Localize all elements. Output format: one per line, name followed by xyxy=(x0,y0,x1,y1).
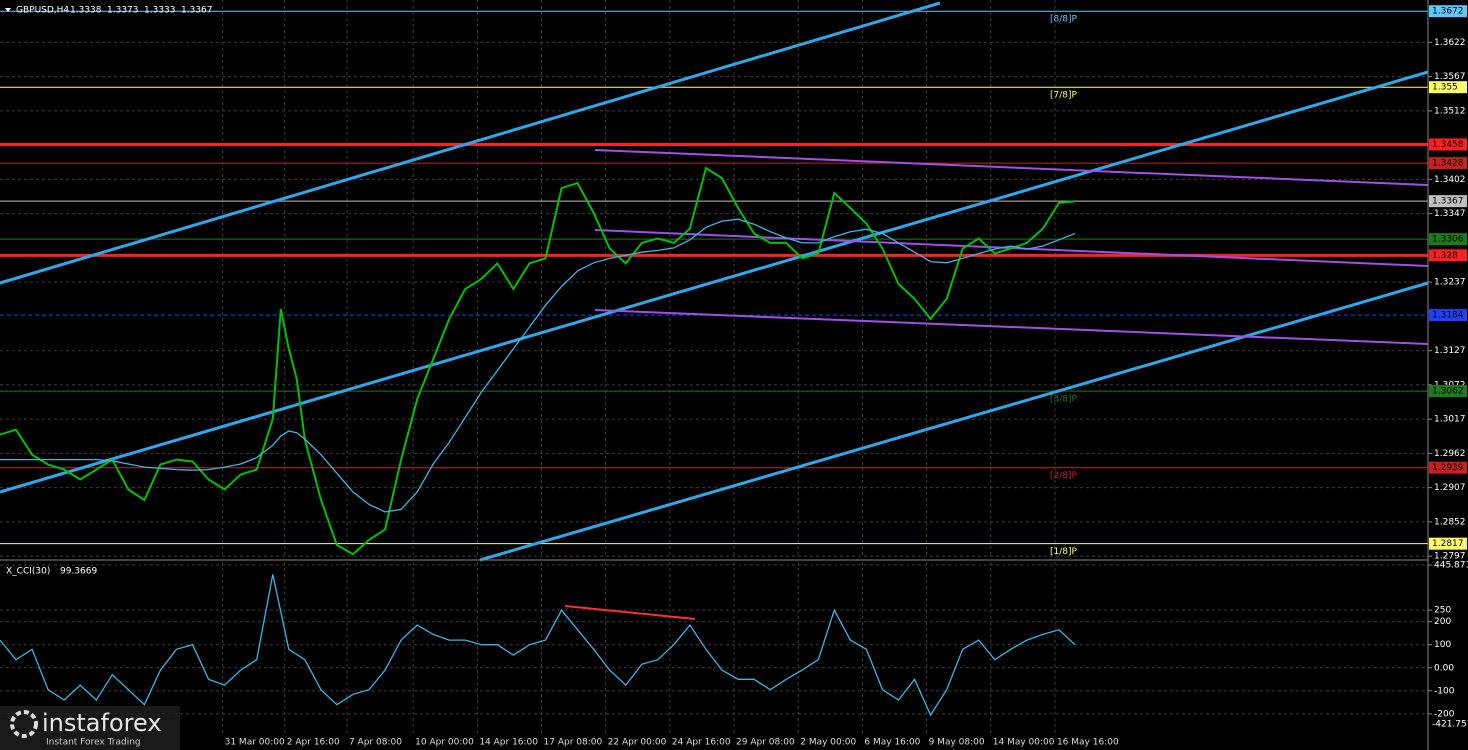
y-tick-label: 1.3402 xyxy=(1434,175,1466,185)
watermark-box xyxy=(0,706,180,750)
y-tick-label: 100 xyxy=(1434,640,1451,650)
level-price: 1.3062 xyxy=(1432,387,1464,397)
y-tick-label: 1.3512 xyxy=(1434,106,1466,116)
symbol: GBPUSD,H4 xyxy=(16,6,69,16)
indicator-scale-min: -421.757 xyxy=(1432,720,1468,730)
level-price: 1.3184 xyxy=(1432,311,1464,321)
x-tick-label: 29 Apr 08:00 xyxy=(736,738,795,748)
channel-line xyxy=(0,1,941,285)
level-price: 1.3306 xyxy=(1432,235,1464,245)
ohlc: 1.3373 xyxy=(107,6,139,16)
level-price-box xyxy=(1429,195,1467,208)
channel-line xyxy=(594,149,1429,186)
channel-line xyxy=(0,70,1429,494)
ohlc: 1.3367 xyxy=(181,6,213,16)
level-price-box xyxy=(1429,157,1467,170)
level-price: 1.2939 xyxy=(1432,463,1464,473)
y-tick-label: 1.3347 xyxy=(1434,209,1466,219)
level-price-box xyxy=(1429,138,1467,151)
x-tick-label: 14 Apr 16:00 xyxy=(479,738,538,748)
watermark: instaforex Instant Forex Trading xyxy=(0,706,180,750)
menu-arrow xyxy=(5,8,11,12)
y-tick-label: 1.2852 xyxy=(1434,517,1466,527)
level-price: 1.3428 xyxy=(1432,159,1464,169)
y-tick-label: 1.3567 xyxy=(1434,72,1466,82)
level-price-box xyxy=(1429,537,1467,550)
series-line xyxy=(0,574,1076,717)
indicator-title: X_CCI(30) xyxy=(6,567,50,577)
y-tick-label: -100 xyxy=(1434,686,1455,696)
level-price-box xyxy=(1429,5,1467,18)
x-tick-label: 14 May 00:00 xyxy=(993,738,1055,748)
y-tick-label: 1.3622 xyxy=(1434,38,1466,48)
level-price-box xyxy=(1429,385,1467,398)
level-price-box xyxy=(1429,249,1467,262)
y-tick-label: 1.2907 xyxy=(1434,483,1466,493)
indicator-value: 99.3669 xyxy=(60,567,97,577)
y-tick-label: 1.3237 xyxy=(1434,278,1466,288)
level-price: 1.3458 xyxy=(1432,140,1464,150)
watermark-logo xyxy=(10,710,38,738)
plot xyxy=(0,166,1076,717)
level-label: [8/8]P xyxy=(1050,15,1078,25)
x-tick-label: 17 Apr 08:00 xyxy=(544,738,603,748)
x-tick-label: 7 Apr 08:00 xyxy=(349,738,402,748)
level-label: [1/8]P xyxy=(1050,547,1078,557)
axis: 31 Mar 00:00 2 Apr 16:00 7 Apr 08:00 10 Apr… xyxy=(225,5,1468,748)
x-tick-label: 31 Mar 00:00 xyxy=(225,738,285,748)
level-label: [2/8]P xyxy=(1050,471,1078,481)
x-tick-label: 16 May 16:00 xyxy=(1057,738,1119,748)
y-tick-label: 1.3127 xyxy=(1434,346,1466,356)
trend-channel xyxy=(0,1,1429,562)
y-tick-label: 1.3017 xyxy=(1434,415,1466,425)
x-tick-label: 10 Apr 00:00 xyxy=(415,738,474,748)
y-tick-label: 1.2797 xyxy=(1434,552,1466,562)
x-tick-label: 9 May 08:00 xyxy=(929,738,985,748)
y-tick-label: 250 xyxy=(1434,606,1451,616)
x-tick-label: 2 Apr 16:00 xyxy=(287,738,340,748)
watermark-tagline: Instant Forex Trading xyxy=(46,738,141,748)
y-tick-label: 200 xyxy=(1434,617,1451,627)
x-tick-label: 22 Apr 00:00 xyxy=(608,738,667,748)
level-label: [3/8]P xyxy=(1050,395,1078,405)
level-price: 1.355 xyxy=(1432,83,1458,93)
y-tick-label: 0.00 xyxy=(1434,663,1454,673)
watermark-brand: instaforex xyxy=(42,709,162,737)
level-price: 1.328 xyxy=(1432,251,1458,261)
level-price-box xyxy=(1429,461,1467,474)
series-line xyxy=(0,166,1076,556)
level-price-box xyxy=(1429,309,1467,322)
channel-line xyxy=(594,309,1429,345)
level-price-box xyxy=(1429,233,1467,246)
levels: [8/8]P [7/8]P [3/8]P [2/8]P [1/8]P xyxy=(0,10,1428,557)
divergence-line xyxy=(564,605,696,620)
x-tick-label: 2 May 00:00 xyxy=(800,738,856,748)
y-tick-label: -200 xyxy=(1434,709,1455,719)
ohlc: 1.3333 xyxy=(144,6,176,16)
y-tick-label: 445.8715 xyxy=(1434,561,1468,571)
channel-line xyxy=(479,281,1429,562)
level-price: 1.3672 xyxy=(1432,7,1464,17)
level-label: [7/8]P xyxy=(1050,91,1078,101)
series-line xyxy=(0,218,1076,513)
x-tick-label: 24 Apr 16:00 xyxy=(672,738,731,748)
x-tick-label: 6 May 16:00 xyxy=(864,738,920,748)
ohlc: 1.3338 xyxy=(70,6,102,16)
level-price: 1.3367 xyxy=(1432,197,1464,207)
level-price-box xyxy=(1429,81,1467,94)
y-tick-label: 1.2962 xyxy=(1434,449,1466,459)
level-price: 1.2817 xyxy=(1432,539,1464,549)
grid xyxy=(0,0,1428,733)
